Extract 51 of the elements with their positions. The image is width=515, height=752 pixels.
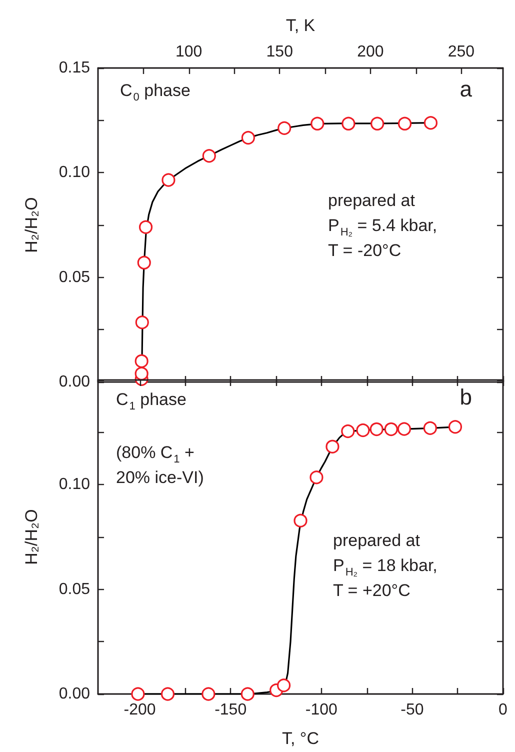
- x-tick-label: -100: [305, 702, 338, 718]
- y-tick-label: 0.00: [58, 686, 90, 702]
- point: [202, 687, 216, 701]
- point: [370, 422, 384, 436]
- point: [134, 354, 148, 368]
- point: [241, 130, 255, 145]
- point: [342, 116, 356, 130]
- point: [384, 422, 398, 436]
- point: [370, 116, 384, 130]
- y-tick-label: 0.00: [58, 374, 90, 390]
- point: [423, 421, 437, 435]
- point: [424, 116, 438, 130]
- x-axis-title: T, °C: [282, 729, 320, 748]
- x2-tick-label: 100: [175, 44, 202, 60]
- point: [310, 470, 324, 484]
- point: [131, 687, 145, 701]
- x2-tick-label: 200: [357, 44, 384, 60]
- point: [341, 424, 355, 438]
- point: [278, 121, 292, 135]
- x-tick-label: 0: [498, 702, 508, 718]
- x2-axis-title: T, K: [286, 16, 316, 35]
- point: [162, 173, 176, 187]
- x-tick-label: -200: [124, 702, 156, 718]
- annotation: b: [460, 384, 472, 410]
- y-tick-label: 0.10: [58, 164, 90, 182]
- point: [138, 220, 153, 234]
- point: [356, 423, 370, 438]
- y-axis-title: H₂/H₂O: [22, 197, 41, 253]
- x2-tick-label: 150: [266, 44, 294, 60]
- point: [398, 116, 412, 130]
- annotation: a: [460, 76, 473, 102]
- x-tick-label: -50: [400, 702, 424, 718]
- x-tick-label: -150: [214, 702, 247, 718]
- y-axis-title: H₂/H₂O: [22, 509, 41, 565]
- y-tick-label: 0.05: [58, 580, 90, 598]
- point: [277, 678, 291, 692]
- y-tick-label: 0.10: [58, 476, 90, 494]
- point: [448, 420, 462, 434]
- point: [202, 149, 216, 163]
- point: [135, 316, 149, 330]
- point: [294, 514, 308, 528]
- y-tick-label: 0.05: [58, 268, 90, 286]
- x2-tick-label: 250: [448, 44, 475, 60]
- point: [134, 366, 148, 380]
- y-tick-label: 0.15: [58, 60, 90, 76]
- point: [310, 116, 324, 130]
- point: [397, 422, 411, 436]
- point: [326, 440, 340, 454]
- point: [160, 687, 175, 701]
- point: [240, 687, 254, 701]
- point: [137, 256, 151, 270]
